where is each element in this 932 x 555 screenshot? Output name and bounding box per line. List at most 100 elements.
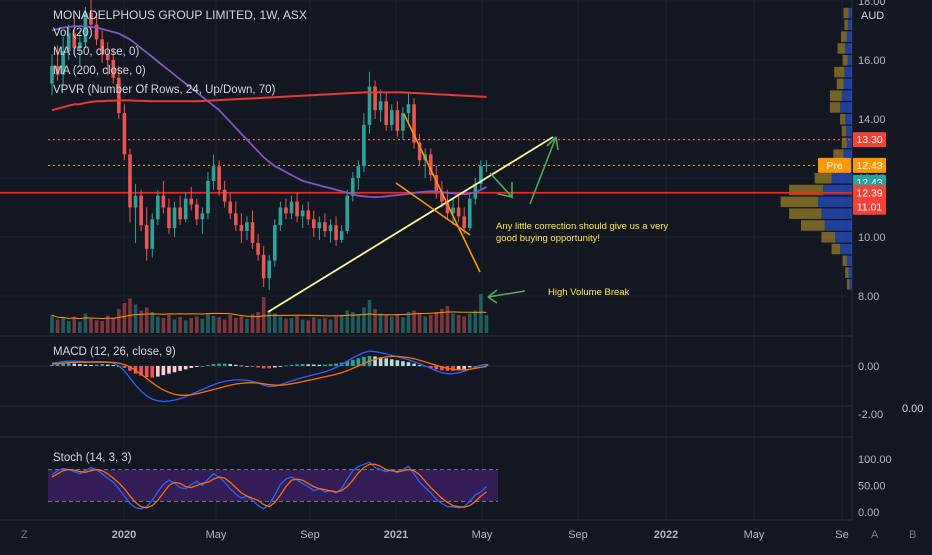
volume-bar-26 (195, 316, 199, 333)
price-badge-6 (853, 199, 886, 215)
arrow-up-right (529, 136, 559, 205)
vp-down-bar-6 (836, 78, 844, 90)
candle-body-31 (222, 189, 227, 202)
macd-hist-bar-8 (94, 364, 99, 366)
annotation-correction-line1: Any little correction should give us a v… (496, 221, 668, 232)
macd-hist-bar-3 (66, 363, 71, 366)
auto-scale-button[interactable]: A (871, 529, 879, 541)
candle-body-53 (345, 195, 350, 232)
arrow-volume-break (487, 289, 526, 304)
stoch-legend[interactable]: Stoch (14, 3, 3) (53, 452, 132, 464)
candle-body-75 (467, 198, 472, 229)
candle-body-38 (261, 254, 266, 279)
macd-hist-bar-14 (128, 366, 132, 371)
volume-bar-34 (239, 316, 244, 333)
macd-hist-bar-27 (200, 366, 205, 367)
percent-scale-button[interactable]: B (909, 529, 917, 541)
volume-bar-31 (222, 319, 227, 333)
volume-bar-66 (417, 313, 422, 333)
candle-body-58 (373, 86, 377, 111)
candle-body-54 (350, 178, 355, 196)
macd-hist-bar-60 (384, 358, 388, 366)
macd-hist-bar-44 (295, 364, 299, 366)
legend-vpvr[interactable]: VPVR (Number Of Rows, 24, Up/Down, 70) (53, 84, 276, 96)
volume-bar-29 (211, 315, 216, 333)
volume-bar-35 (245, 318, 249, 333)
candle-body-45 (300, 210, 305, 217)
candle-body-34 (239, 225, 244, 232)
candle-body-39 (267, 260, 272, 279)
candle-body-78 (484, 165, 489, 167)
volume-bar-30 (217, 317, 221, 333)
volume-bar-33 (234, 318, 238, 333)
candle-body-2 (61, 51, 65, 75)
macd-hist-bar-0 (50, 364, 54, 366)
volume-bar-73 (456, 315, 461, 333)
vp-up-bar-8 (840, 102, 852, 113)
candle-body-0 (50, 65, 54, 84)
macd-hist-bar-30 (217, 363, 221, 366)
ma50-line (51, 25, 487, 199)
volume-bar-74 (462, 316, 466, 333)
vp-down-bar-22 (845, 267, 849, 278)
legend-volume[interactable]: Vol (20) (53, 27, 93, 39)
zoom-icon[interactable]: Z (21, 529, 28, 541)
candle-body-69 (434, 175, 439, 193)
candle-body-18 (150, 219, 155, 249)
macd-hist-bar-58 (373, 356, 377, 366)
vp-down-bar-8 (829, 102, 841, 113)
volume-bar-77 (479, 294, 483, 333)
signal-line (51, 355, 487, 396)
volume-bar-53 (345, 310, 350, 333)
legend-ma50[interactable]: MA (50, close, 0) (53, 46, 140, 58)
vp-up-bar-4 (847, 55, 852, 66)
price-badge-1 (818, 157, 851, 173)
candle-body-6 (83, 12, 88, 43)
macd-hist-bar-20 (161, 366, 166, 376)
currency-label[interactable]: AUD (861, 10, 885, 22)
vp-up-bar-10 (846, 125, 852, 137)
volume-bar-8 (94, 320, 99, 333)
macd-hist-bar-55 (356, 358, 361, 366)
volume-bar-58 (373, 309, 377, 333)
legend-ma200[interactable]: MA (200, close, 0) (53, 65, 146, 77)
candle-body-4 (72, 33, 77, 49)
time-axis-tick-0: 2020 (112, 529, 136, 541)
candle-body-71 (445, 201, 450, 214)
vp-down-bar-15 (789, 184, 824, 196)
price-axis-tick-2: 14.00 (858, 114, 886, 126)
volume-bar-19 (156, 316, 160, 333)
vp-down-bar-3 (837, 43, 846, 54)
macd-hist-bar-1 (55, 364, 60, 366)
volume-bar-40 (273, 313, 277, 333)
macd-hist-bar-36 (250, 366, 255, 367)
macd-hist-bar-7 (89, 364, 93, 366)
candle-body-63 (401, 113, 405, 131)
volume-bar-37 (256, 312, 260, 333)
candle-body-19 (156, 195, 160, 220)
volume-bar-62 (395, 314, 400, 333)
candle-body-50 (328, 225, 333, 232)
macd-hist-bar-73 (456, 366, 461, 370)
volume-bar-18 (150, 312, 155, 333)
vp-up-bar-16 (818, 196, 852, 208)
volume-bar-15 (133, 304, 138, 333)
vp-up-bar-19 (835, 232, 852, 243)
price-badge-label-6: 11.01 (857, 202, 883, 214)
candle-body-12 (117, 77, 121, 114)
macd-hist-bar-70 (440, 366, 444, 371)
macd-hist-bar-10 (105, 364, 110, 366)
macd-hist-bar-16 (139, 366, 143, 376)
macd-hist-bar-24 (183, 366, 188, 370)
vp-down-bar-19 (821, 232, 835, 243)
macd-hist-bar-23 (178, 366, 182, 371)
volume-bar-22 (172, 319, 177, 333)
candle-body-33 (234, 213, 238, 226)
candle-body-7 (89, 12, 93, 25)
macd-hist-bar-34 (239, 365, 244, 367)
macd-legend[interactable]: MACD (12, 26, close, 9) (53, 346, 176, 358)
candle-body-24 (183, 198, 188, 220)
vp-down-bar-2 (840, 31, 847, 42)
